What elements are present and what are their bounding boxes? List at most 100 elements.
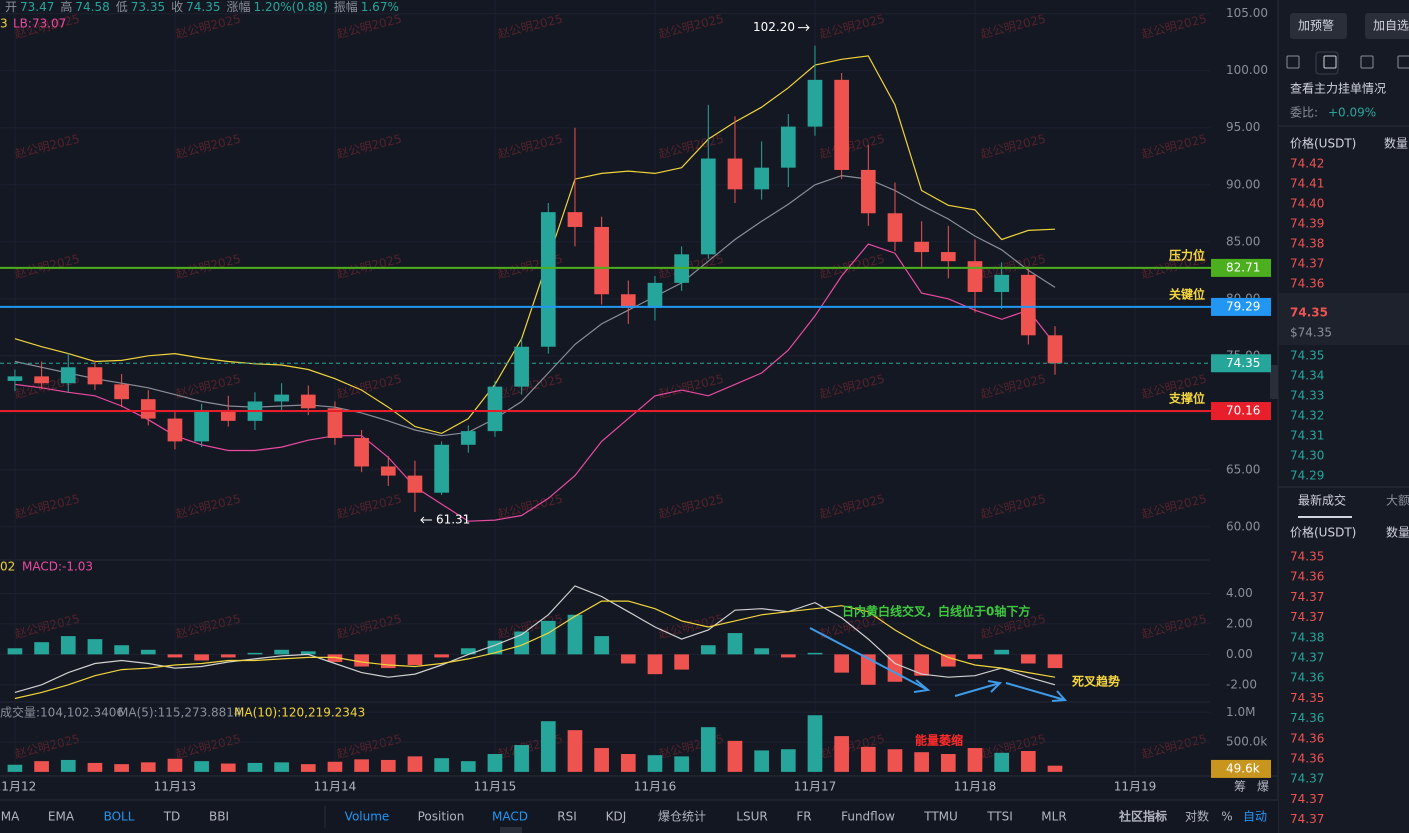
toolbar-item[interactable]: %	[1221, 810, 1232, 824]
volume-bar	[1047, 765, 1063, 772]
view-icon[interactable]	[1323, 55, 1337, 69]
axis-side-label[interactable]: 爆	[1257, 780, 1269, 794]
toolbar-item[interactable]: FR	[796, 810, 811, 824]
toolbar-item[interactable]: 自动	[1243, 810, 1267, 824]
trade-price: 74.36	[1290, 570, 1324, 584]
candle-body	[514, 346, 529, 387]
toolbar-item[interactable]: TTSI	[986, 810, 1013, 824]
candle-body	[274, 394, 289, 402]
candle-body	[460, 431, 476, 445]
volume-bar	[567, 730, 583, 772]
bid-price: 74.31	[1290, 429, 1324, 443]
panel-button[interactable]	[1290, 13, 1347, 39]
grid	[0, 0, 1210, 776]
macd-bar	[7, 648, 23, 655]
band-line	[14, 243, 1056, 522]
panel-button-label[interactable]: 加预警	[1298, 18, 1334, 33]
annotation: 日内黄白线交叉，白线位于0轴下方	[842, 604, 1030, 619]
macd-bar	[1047, 654, 1063, 669]
toolbar-item[interactable]: BOLL	[104, 810, 135, 824]
bid-price: 74.30	[1290, 449, 1324, 463]
panel-button[interactable]	[1365, 13, 1409, 39]
annotation: 死叉趋势	[1072, 674, 1120, 689]
panel-tab[interactable]: 大额	[1386, 494, 1409, 508]
toolbar-item[interactable]: MA	[1, 810, 20, 824]
level-label: 关键位	[1169, 286, 1205, 301]
toolbar-item[interactable]: 社区指标	[1118, 809, 1167, 824]
candle-body	[540, 212, 556, 347]
candle-body	[967, 261, 983, 292]
candle-body	[860, 169, 876, 214]
bid-price: 74.32	[1290, 409, 1324, 423]
macd-bar	[700, 645, 716, 655]
macd-bar	[354, 654, 369, 667]
trade-price: 74.35	[1290, 691, 1324, 705]
toolbar-item[interactable]: Position	[418, 810, 465, 824]
toolbar-item[interactable]: 对数	[1185, 809, 1209, 824]
ratio-value: +0.09%	[1328, 106, 1376, 120]
view-icon[interactable]	[1286, 55, 1300, 69]
macd-bar	[807, 652, 823, 655]
view-icon[interactable]	[1360, 55, 1374, 69]
toolbar-active-marker	[500, 827, 522, 833]
toolbar-item[interactable]: Volume	[345, 810, 390, 824]
ohlc-header: 开 73.47 高 74.58 低 73.35 收 74.35 涨幅 1.20%(0.88) 振幅 1…	[5, 0, 399, 14]
panel-button-label[interactable]: 加自选	[1373, 19, 1409, 33]
macd-bar	[834, 654, 849, 673]
candle-body	[700, 158, 716, 255]
y-tick-label: 500.0k	[1226, 735, 1267, 749]
trade-price: 74.35	[1290, 550, 1324, 564]
volume-bar	[620, 753, 636, 772]
collapse-tab[interactable]	[1270, 365, 1278, 399]
candle-body	[594, 226, 609, 295]
bid-price: 74.34	[1290, 369, 1324, 383]
x-tick-label: 11月18	[954, 780, 997, 794]
indicator-legend: MA(10):120,219.2343	[234, 706, 365, 720]
header-value: 1.67%	[361, 0, 399, 14]
macd-bar	[140, 649, 156, 655]
axis-side-label[interactable]: 筹	[1234, 780, 1246, 794]
header-label: 开	[5, 0, 17, 14]
toolbar-item[interactable]: MACD	[492, 810, 528, 824]
candle-body	[887, 213, 903, 242]
volume-bar	[594, 748, 609, 772]
toolbar-item[interactable]: 爆仓统计	[658, 810, 706, 824]
panel-title[interactable]: 查看主力挂单情况	[1290, 82, 1386, 96]
extreme-label: 102.20	[753, 20, 795, 34]
toolbar-item[interactable]: BBI	[209, 810, 229, 824]
toolbar-item[interactable]: LSUR	[736, 810, 767, 824]
band-line	[14, 174, 1056, 437]
y-tick-label: 65.00	[1226, 462, 1260, 476]
last-price-row	[1279, 293, 1409, 345]
view-icon[interactable]	[1397, 55, 1409, 69]
chart-background	[0, 0, 1278, 833]
toolbar-item[interactable]: MLR	[1041, 810, 1066, 824]
y-tick-label: 60.00	[1226, 519, 1260, 533]
volume-bar	[780, 749, 796, 772]
candle-body	[380, 466, 396, 476]
volume-bar	[274, 762, 289, 772]
toolbar-item[interactable]: KDJ	[606, 810, 627, 824]
toolbar-background	[0, 800, 1278, 833]
volume-bar	[247, 762, 263, 772]
toolbar-item[interactable]: RSI	[557, 810, 577, 824]
macd-bar	[914, 654, 929, 676]
y-tick-label: 95.00	[1226, 120, 1260, 134]
y-tick-label: -2.00	[1226, 677, 1257, 691]
toolbar-item[interactable]: EMA	[48, 810, 75, 824]
candle-body	[647, 282, 663, 308]
panel-tab[interactable]: 最新成交	[1298, 493, 1346, 508]
x-tick-label: 11月17	[794, 780, 837, 794]
toolbar-item[interactable]: Fundflow	[841, 810, 895, 824]
header-value: 73.47	[20, 0, 54, 14]
toolbar-item[interactable]: TTMU	[923, 810, 958, 824]
macd-bar	[407, 654, 423, 666]
indicator-legend: LB:73.07	[13, 17, 66, 31]
extreme-arrow	[420, 516, 432, 524]
toolbar-item[interactable]: TD	[163, 810, 181, 824]
volume-bar	[994, 752, 1009, 772]
indicator-legend: 成交量:104,102.3406	[0, 705, 124, 720]
macd-bar	[380, 654, 396, 669]
x-tick-label: 11月14	[314, 780, 357, 794]
